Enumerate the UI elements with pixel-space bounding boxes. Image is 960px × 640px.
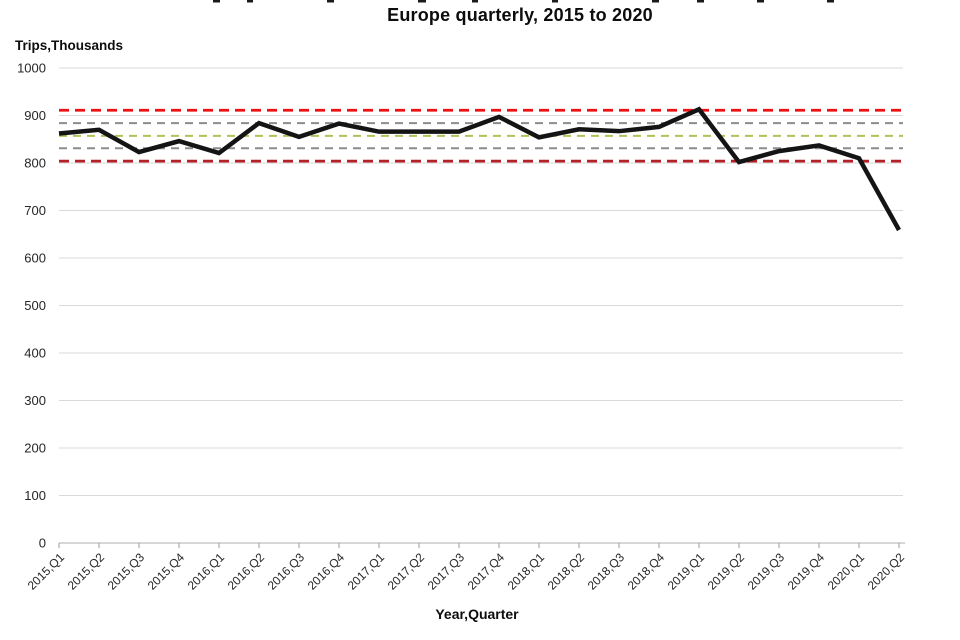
x-tick-label: 2018,Q1 bbox=[505, 550, 548, 593]
clipped-title-fragment bbox=[418, 0, 426, 3]
clipped-title-fragment bbox=[213, 0, 220, 3]
y-tick-label: 200 bbox=[24, 441, 46, 456]
x-tick-label: 2020,Q1 bbox=[825, 550, 868, 593]
y-tick-label: 1000 bbox=[17, 61, 46, 76]
x-tick-label: 2015,Q2 bbox=[65, 550, 108, 593]
x-tick-label: 2019,Q1 bbox=[665, 550, 708, 593]
chart-title: Europe quarterly, 2015 to 2020 bbox=[387, 5, 653, 25]
clipped-title-fragment bbox=[827, 0, 834, 3]
y-tick-label: 500 bbox=[24, 298, 46, 313]
y-tick-label: 300 bbox=[24, 393, 46, 408]
y-axis-title: Trips,Thousands bbox=[15, 38, 124, 53]
x-tick-label: 2017,Q2 bbox=[385, 550, 428, 593]
clipped-title-fragment bbox=[327, 0, 334, 3]
x-tick-label: 2019,Q3 bbox=[745, 550, 788, 593]
x-tick-label: 2015,Q3 bbox=[105, 550, 148, 593]
x-tick-label: 2016,Q2 bbox=[225, 550, 268, 593]
x-tick-label: 2017,Q3 bbox=[425, 550, 468, 593]
y-tick-label: 600 bbox=[24, 251, 46, 266]
x-axis-title: Year,Quarter bbox=[435, 606, 519, 622]
y-tick-label: 0 bbox=[39, 536, 46, 551]
x-tick-label: 2017,Q4 bbox=[465, 550, 508, 593]
y-tick-label: 100 bbox=[24, 488, 46, 503]
x-tick-label: 2017,Q1 bbox=[345, 550, 388, 593]
clipped-title-fragment bbox=[757, 0, 764, 3]
clipped-title-fragment bbox=[247, 0, 253, 3]
y-tick-label: 800 bbox=[24, 156, 46, 171]
x-tick-label: 2018,Q2 bbox=[545, 550, 588, 593]
y-tick-label: 700 bbox=[24, 203, 46, 218]
x-tick-label: 2018,Q4 bbox=[625, 550, 668, 593]
x-tick-label: 2015,Q1 bbox=[25, 550, 68, 593]
x-tick-label: 2020,Q2 bbox=[865, 550, 908, 593]
data-line-trips-to-europe bbox=[58, 106, 901, 232]
clipped-title-fragment bbox=[697, 0, 704, 3]
clipped-title-fragment bbox=[552, 0, 558, 3]
x-tick-label: 2016,Q4 bbox=[305, 550, 348, 593]
x-tick-label: 2019,Q4 bbox=[785, 550, 828, 593]
y-tick-label: 900 bbox=[24, 108, 46, 123]
clipped-title-fragment bbox=[472, 0, 478, 3]
clipped-title-fragment bbox=[652, 0, 659, 3]
y-tick-label: 400 bbox=[24, 346, 46, 361]
x-tick-label: 2016,Q3 bbox=[265, 550, 308, 593]
x-tick-label: 2018,Q3 bbox=[585, 550, 628, 593]
x-tick-label: 2015,Q4 bbox=[145, 550, 188, 593]
x-tick-label: 2016,Q1 bbox=[185, 550, 228, 593]
x-tick-label: 2019,Q2 bbox=[705, 550, 748, 593]
